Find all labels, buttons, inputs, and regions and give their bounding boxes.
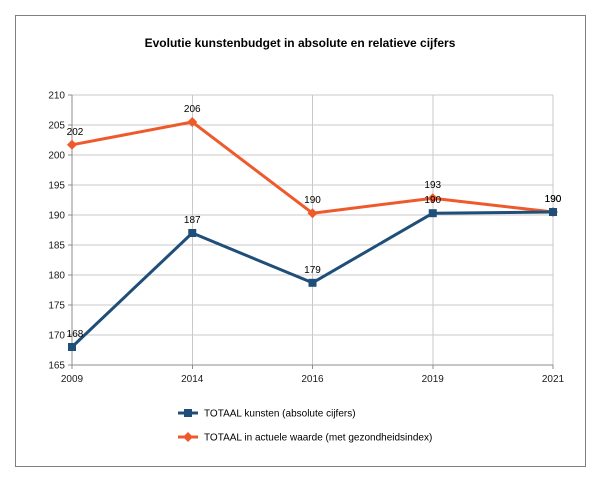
y-axis-tick-labels: 165 170 175 180 185 190 195 200 205 210 (48, 91, 65, 372)
data-point-kunsten-2021 (549, 208, 557, 216)
x-tick-label: 2019 (422, 374, 445, 385)
data-label-actuele-waarde-2014: 206 (184, 104, 201, 115)
legend-item-actuele-waarde: TOTAAL in actuele waarde (met gezondheid… (178, 432, 432, 444)
legend-label: TOTAAL kunsten (absolute cijfers) (204, 409, 356, 420)
data-label-actuele-waarde-2016: 190 (304, 195, 321, 206)
data-point-actuele-waarde-2014 (187, 117, 198, 127)
data-label-actuele-waarde-2021: 190 (545, 194, 562, 205)
data-point-actuele-waarde-2009 (67, 139, 77, 150)
data-label-kunsten-2019: 190 (424, 195, 441, 206)
plot-series (67, 117, 558, 351)
data-point-actuele-waarde-2016 (307, 208, 318, 219)
y-tick-label: 170 (48, 331, 65, 342)
legend: TOTAAL kunsten (absolute cijfers) TOTAAL … (178, 409, 432, 444)
data-label-actuele-waarde-2019: 193 (424, 180, 441, 191)
legend-label: TOTAAL in actuele waarde (met gezondheid… (204, 433, 432, 444)
series-kunsten (68, 208, 557, 351)
chart-border (15, 15, 586, 467)
series-actuele-waarde (67, 117, 558, 219)
legend-diamond-marker-icon (183, 432, 193, 442)
data-label-kunsten-2021: 190 (545, 194, 562, 205)
data-point-actuele-waarde-2019 (427, 193, 438, 204)
x-tick-label: 2009 (61, 374, 84, 385)
data-point-kunsten-2009 (68, 343, 76, 351)
x-tick-label: 2016 (301, 374, 324, 385)
legend-item-kunsten: TOTAAL kunsten (absolute cijfers) (178, 409, 356, 420)
y-tick-label: 175 (48, 301, 65, 312)
y-tick-label: 185 (48, 241, 65, 252)
data-label-kunsten-2009: 168 (67, 329, 84, 340)
y-tick-label: 210 (48, 91, 65, 102)
data-point-kunsten-2016 (308, 278, 317, 287)
y-tick-label: 180 (48, 271, 65, 282)
x-axis-tick-labels: 2009 2014 2016 2019 2021 (61, 374, 565, 385)
y-tick-label: 205 (48, 121, 65, 132)
data-label-kunsten-2014: 187 (184, 215, 201, 226)
chart-title: Evolutie kunstenbudget in absolute en re… (145, 36, 456, 50)
legend-square-marker-icon (184, 409, 192, 417)
y-tick-label: 195 (48, 181, 65, 192)
y-tick-label: 190 (48, 211, 65, 222)
data-label-actuele-waarde-2009: 202 (67, 127, 84, 138)
x-tick-label: 2021 (542, 374, 565, 385)
x-tick-label: 2014 (181, 374, 204, 385)
data-label-kunsten-2016: 179 (304, 265, 321, 276)
y-tick-label: 165 (48, 361, 65, 372)
data-point-kunsten-2014 (188, 229, 197, 237)
y-tick-label: 200 (48, 151, 65, 162)
data-point-kunsten-2019 (428, 209, 437, 218)
